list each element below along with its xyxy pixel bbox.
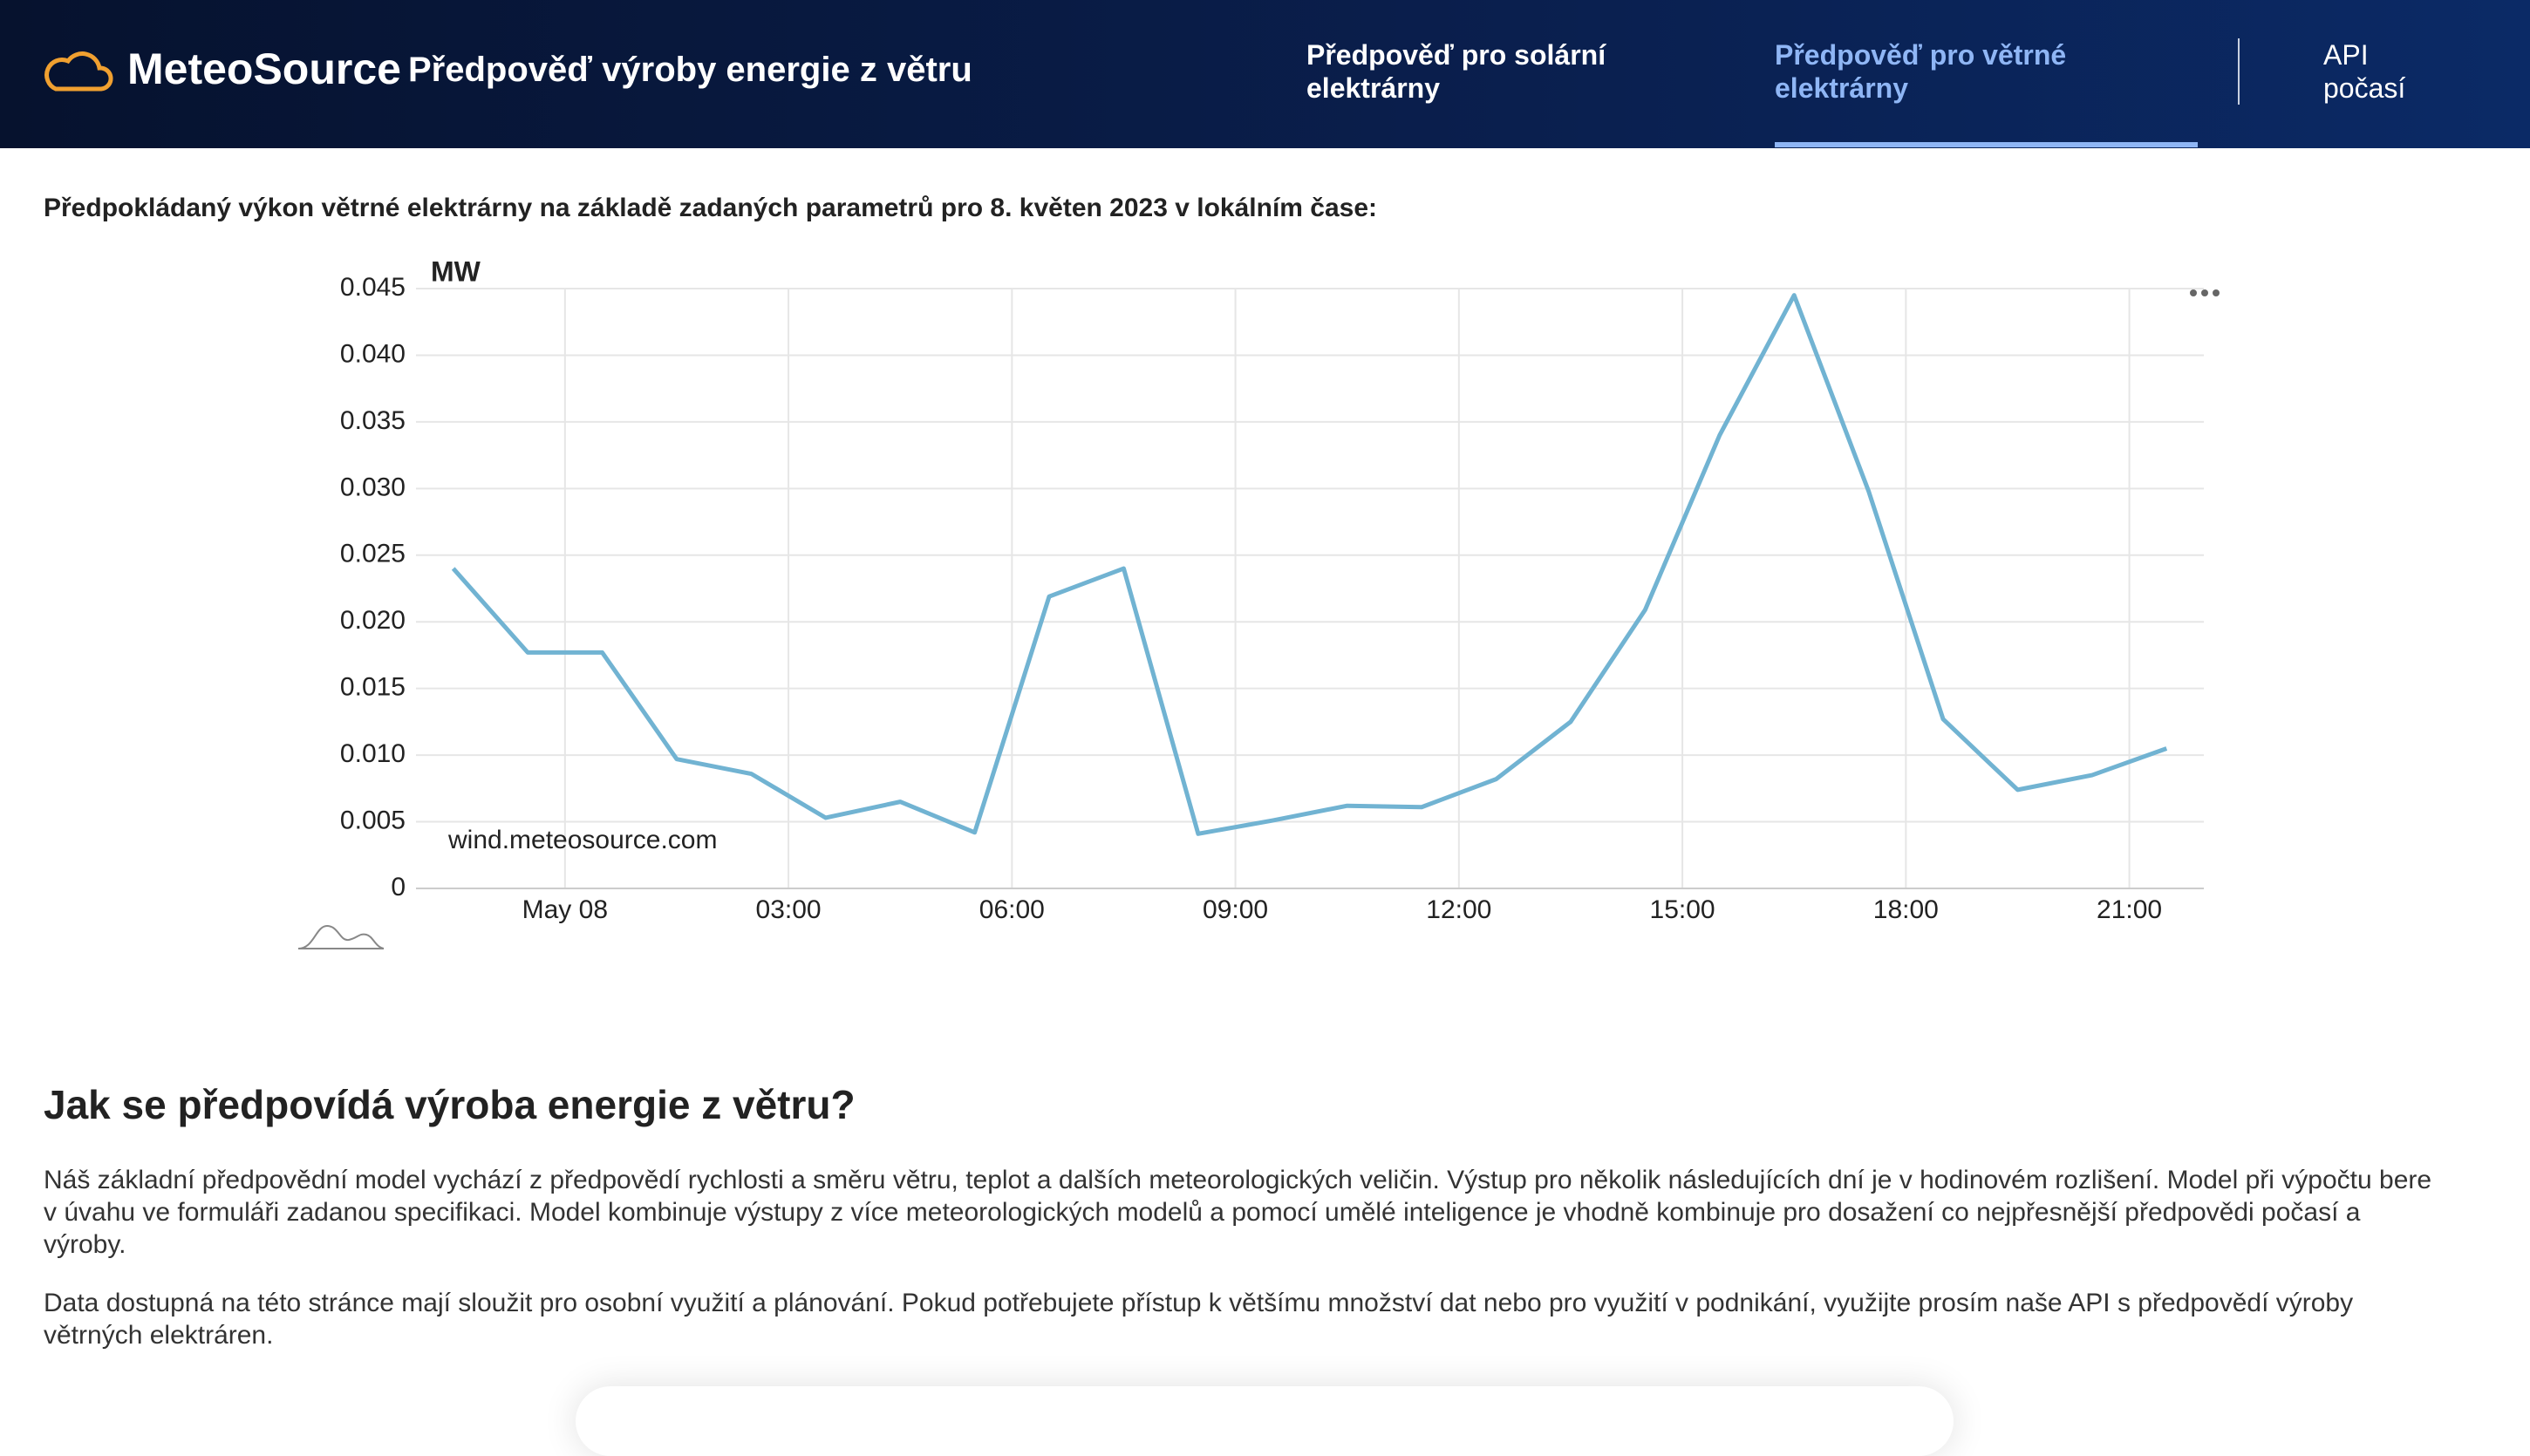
- y-axis-label: MW: [431, 255, 481, 287]
- page: MeteoSource Předpověď výroby energie z v…: [0, 0, 2530, 1351]
- chart: MW 0 0.005 0.010 0.015 0.020 0.025 0.030 0.035 0…: [297, 255, 2220, 949]
- x-tick-label: 03:00: [756, 895, 822, 924]
- x-tick-label: 06:00: [979, 895, 1045, 924]
- divider: [2238, 38, 2240, 105]
- watermark: wind.meteosource.com: [447, 826, 717, 854]
- navigator-icon: [297, 924, 385, 949]
- active-underline: [1775, 142, 2198, 147]
- x-tick-label: 21:00: [2097, 895, 2162, 924]
- y-tick-label: 0.035: [340, 406, 406, 435]
- section-body: Náš základní předpovědní model vychází z…: [44, 1164, 2442, 1351]
- y-tick-label: 0.045: [340, 273, 406, 302]
- page-title: Předpověď výroby energie z větru: [408, 51, 972, 89]
- nav-item[interactable]: API počasí: [2323, 39, 2406, 104]
- y-tick-label: 0.020: [340, 606, 406, 635]
- y-tick-label: 0.025: [340, 540, 406, 568]
- paragraph: Data dostupná na této stránce mají slouž…: [44, 1289, 2354, 1350]
- x-tick-label: 09:00: [1203, 895, 1268, 924]
- nav-item[interactable]: Předpověď pro solární elektrárny: [1306, 39, 1606, 104]
- intro: Předpokládaný výkon větrné elektrárny na…: [44, 194, 1378, 222]
- x-tick-label: May 08: [522, 895, 608, 924]
- form-card: [576, 1386, 1954, 1456]
- paragraph: Náš základní předpovědní model vychází z…: [44, 1166, 2432, 1259]
- y-tick-label: 0.040: [340, 339, 406, 368]
- x-tick-label: 12:00: [1426, 895, 1491, 924]
- header: MeteoSource Předpověď výroby energie z v…: [0, 0, 2530, 148]
- y-tick-label: 0.015: [340, 673, 406, 702]
- y-tick-label: 0.010: [340, 739, 406, 768]
- logo-icon: [44, 51, 113, 92]
- logo[interactable]: MeteoSource: [127, 44, 401, 93]
- x-tick-label: 15:00: [1650, 895, 1715, 924]
- nav-item-active[interactable]: Předpověď pro větrné elektrárny: [1775, 39, 2067, 104]
- menu-icon[interactable]: [2190, 289, 2220, 296]
- y-tick-label: 0.030: [340, 473, 406, 501]
- line-series: [451, 293, 2168, 836]
- section-heading: Jak se předpovídá výroba energie z větru…: [44, 1082, 856, 1127]
- y-tick-label: 0: [391, 873, 406, 901]
- y-tick-label: 0.005: [340, 806, 406, 834]
- x-tick-label: 18:00: [1873, 895, 1939, 924]
